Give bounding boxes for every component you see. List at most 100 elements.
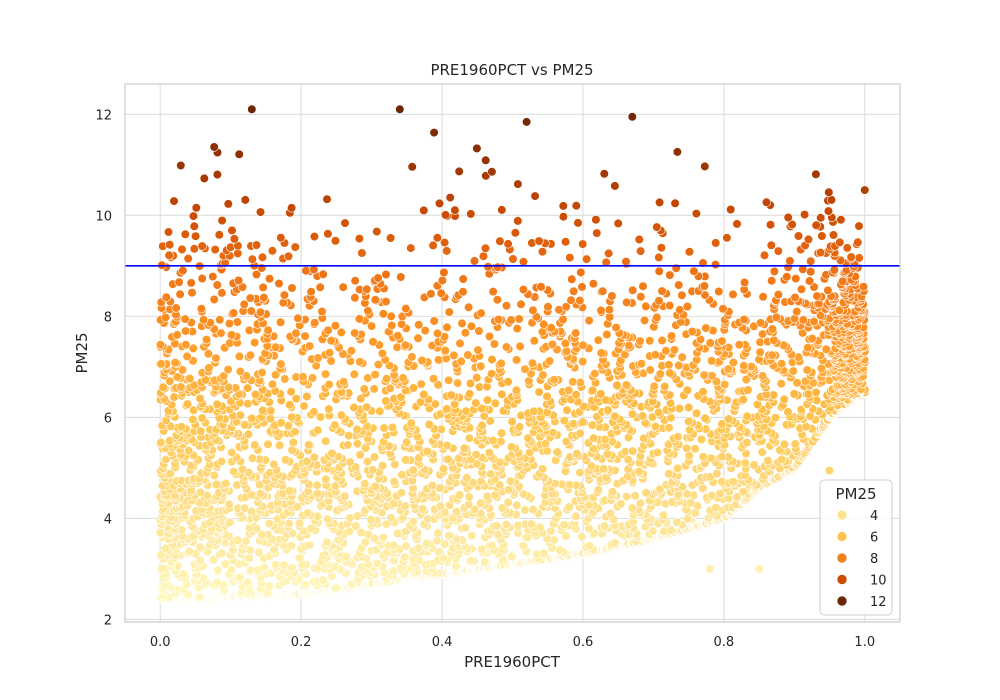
scatter-point	[610, 411, 620, 421]
scatter-point	[607, 291, 617, 301]
scatter-point	[264, 518, 274, 529]
scatter-point	[503, 377, 513, 387]
scatter-point	[259, 293, 269, 303]
scatter-point	[180, 314, 190, 324]
scatter-point	[156, 437, 166, 448]
scatter-point	[512, 324, 522, 334]
scatter-point	[596, 389, 606, 399]
scatter-point	[627, 409, 638, 419]
scatter-point	[310, 318, 320, 328]
scatter-point	[575, 296, 585, 306]
scatter-point	[195, 487, 206, 498]
scatter-point	[244, 325, 254, 336]
scatter-point	[824, 465, 835, 476]
scatter-point	[182, 351, 192, 362]
scatter-point	[278, 298, 288, 308]
scatter-point	[362, 402, 372, 412]
scatter-point	[769, 335, 779, 345]
scatter-point	[738, 395, 748, 405]
scatter-point	[387, 320, 397, 331]
scatter-point	[562, 405, 572, 415]
scatter-point	[370, 370, 380, 380]
scatter-point	[575, 468, 585, 478]
scatter-point	[630, 491, 640, 501]
scatter-point	[707, 356, 717, 366]
scatter-point	[389, 477, 399, 487]
scatter-point	[462, 473, 472, 483]
scatter-point	[529, 406, 539, 416]
scatter-point	[213, 565, 223, 575]
scatter-point	[287, 412, 297, 422]
scatter-point	[224, 499, 234, 510]
scatter-point	[354, 314, 365, 324]
scatter-point	[195, 394, 205, 404]
scatter-point	[169, 392, 179, 402]
scatter-point	[767, 350, 777, 360]
scatter-point	[542, 391, 552, 402]
scatter-point	[837, 276, 848, 286]
scatter-point	[197, 413, 207, 423]
scatter-point	[724, 414, 734, 424]
scatter-point	[291, 328, 301, 338]
scatter-point	[266, 406, 276, 416]
scatter-point	[324, 404, 334, 414]
scatter-point	[221, 478, 231, 489]
scatter-point	[386, 513, 396, 523]
scatter-point	[754, 564, 764, 574]
scatter-point	[306, 287, 316, 297]
scatter-point	[497, 428, 507, 438]
scatter-point	[757, 447, 767, 457]
scatter-point	[417, 504, 428, 514]
scatter-point	[259, 562, 269, 573]
scatter-point	[271, 342, 281, 352]
scatter-point	[791, 274, 801, 284]
scatter-point	[449, 350, 459, 361]
scatter-point	[360, 479, 370, 489]
scatter-point	[706, 453, 716, 463]
scatter-point	[669, 345, 680, 355]
scatter-point	[494, 314, 504, 325]
scatter-point	[284, 518, 294, 529]
scatter-point	[796, 284, 807, 294]
scatter-point	[476, 308, 486, 318]
scatter-point	[175, 289, 185, 299]
scatter-point	[610, 538, 620, 548]
scatter-point	[480, 557, 490, 567]
scatter-point	[217, 548, 227, 558]
scatter-point	[496, 358, 506, 369]
scatter-point	[790, 292, 800, 303]
scatter-point	[339, 377, 349, 387]
scatter-point	[641, 488, 651, 498]
scatter-point	[638, 281, 648, 291]
scatter-point	[211, 479, 221, 490]
scatter-point	[559, 416, 569, 426]
scatter-point	[526, 519, 536, 529]
scatter-point	[245, 350, 255, 360]
scatter-point	[243, 429, 253, 439]
scatter-point	[300, 331, 310, 341]
scatter-point	[250, 338, 260, 348]
scatter-point	[672, 517, 682, 527]
scatter-point	[330, 420, 340, 430]
scatter-point	[460, 523, 471, 533]
scatter-point	[776, 379, 786, 389]
scatter-point	[159, 580, 169, 591]
scatter-point	[698, 387, 708, 397]
scatter-point	[757, 371, 768, 381]
scatter-point	[482, 395, 493, 405]
scatter-point	[577, 282, 587, 292]
scatter-point	[176, 382, 186, 392]
scatter-point	[518, 541, 528, 551]
scatter-point	[603, 405, 613, 415]
scatter-point	[641, 301, 651, 312]
scatter-point	[711, 503, 721, 513]
scatter-point	[424, 419, 434, 430]
scatter-point	[501, 519, 512, 530]
scatter-point	[755, 318, 766, 328]
scatter-point	[223, 365, 233, 375]
scatter-point	[466, 321, 477, 331]
scatter-point	[437, 275, 448, 286]
scatter-point	[698, 452, 708, 462]
scatter-point	[657, 286, 667, 296]
scatter-point	[653, 407, 664, 417]
